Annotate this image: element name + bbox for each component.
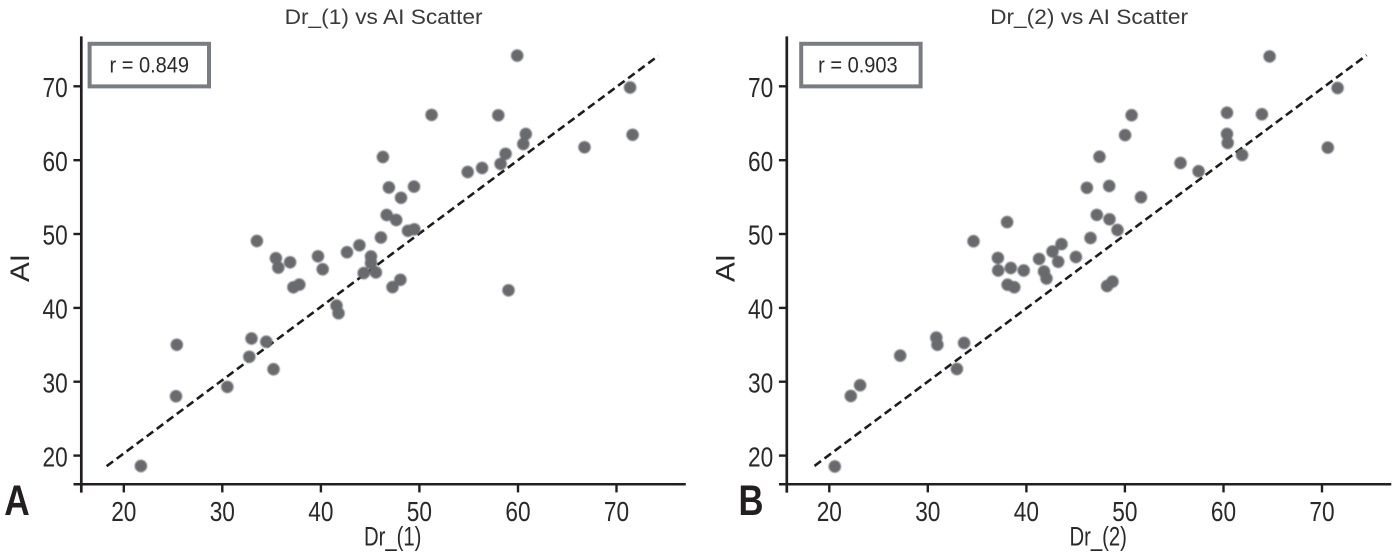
svg-text:r = 0.903: r = 0.903 [818,53,898,78]
svg-text:r = 0.849: r = 0.849 [110,53,190,78]
svg-text:A: A [4,477,30,525]
svg-text:Dr_(2) vs AI Scatter: Dr_(2) vs AI Scatter [990,6,1188,29]
svg-text:30: 30 [748,367,773,398]
svg-text:60: 60 [505,496,530,527]
svg-text:50: 50 [1112,496,1137,527]
svg-text:30: 30 [915,496,940,527]
svg-text:40: 40 [308,496,333,527]
svg-text:30: 30 [210,496,235,527]
svg-text:AI: AI [5,254,35,282]
svg-text:20: 20 [817,496,842,527]
svg-text:B: B [739,477,764,525]
svg-text:40: 40 [1014,496,1039,527]
svg-text:40: 40 [748,294,773,325]
svg-text:30: 30 [43,367,68,398]
svg-text:60: 60 [1211,496,1236,527]
svg-text:40: 40 [43,294,68,325]
svg-text:70: 70 [748,72,773,103]
svg-text:20: 20 [43,441,68,472]
svg-text:60: 60 [43,146,68,177]
svg-text:AI: AI [710,254,740,282]
svg-text:50: 50 [43,220,68,251]
svg-text:20: 20 [748,441,773,472]
svg-text:Dr_(1) vs AI Scatter: Dr_(1) vs AI Scatter [285,6,483,29]
svg-text:60: 60 [748,146,773,177]
svg-text:50: 50 [407,496,432,527]
svg-text:Dr_(1): Dr_(1) [364,521,422,551]
svg-text:70: 70 [604,496,629,527]
svg-text:70: 70 [43,72,68,103]
svg-text:70: 70 [1309,496,1334,527]
svg-text:Dr_(2): Dr_(2) [1069,521,1127,551]
svg-text:20: 20 [111,496,136,527]
svg-text:50: 50 [748,220,773,251]
